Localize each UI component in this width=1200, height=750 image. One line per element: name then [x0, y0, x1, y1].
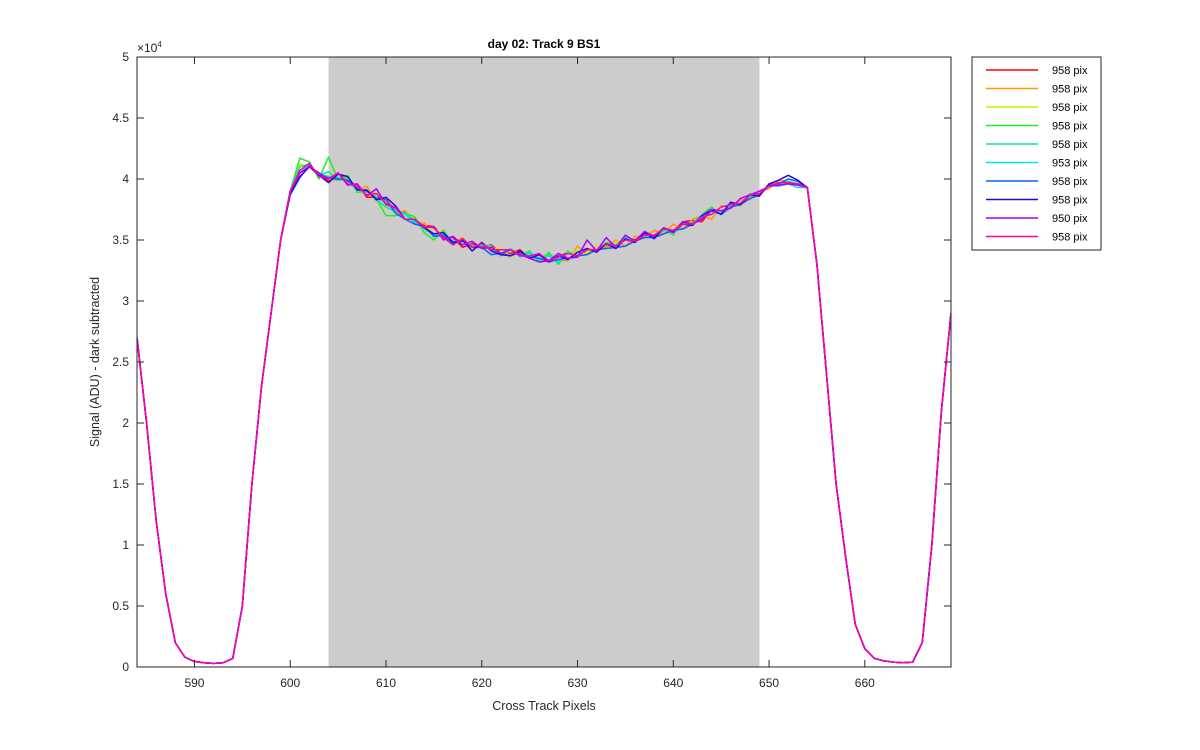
x-axis: 590 600 610 620 630 640 650 660 — [184, 57, 875, 690]
x-axis-label: Cross Track Pixels — [492, 699, 596, 713]
legend-label: 958 pix — [1052, 139, 1088, 151]
legend-label: 950 pix — [1052, 213, 1088, 225]
y-axis-exponent: ×104 — [137, 40, 162, 55]
y-tick-label: 3.5 — [112, 233, 129, 247]
y-axis: 0 0.5 1 1.5 2 2.5 3 3.5 4 4.5 5 — [112, 50, 951, 674]
y-tick-label: 0 — [122, 660, 129, 674]
x-tick-label: 620 — [472, 676, 492, 690]
chart-title: day 02: Track 9 BS1 — [488, 37, 601, 51]
legend-label: 958 pix — [1052, 195, 1088, 207]
y-tick-label: 3 — [122, 294, 129, 308]
legend-label: 953 pix — [1052, 158, 1088, 170]
y-tick-label: 4.5 — [112, 111, 129, 125]
x-tick-label: 600 — [280, 676, 300, 690]
y-axis-label: Signal (ADU) - dark subtracted — [88, 277, 102, 447]
legend-label: 958 pix — [1052, 84, 1088, 96]
x-tick-label: 640 — [663, 676, 683, 690]
y-tick-label: 4 — [122, 172, 129, 186]
plot-area — [136, 56, 952, 668]
y-tick-label: 2 — [122, 416, 129, 430]
y-tick-label: 1 — [122, 538, 129, 552]
legend-label: 958 pix — [1052, 102, 1088, 114]
x-tick-label: 650 — [759, 676, 779, 690]
legend-label: 958 pix — [1052, 176, 1088, 188]
y-tick-label: 1.5 — [112, 477, 129, 491]
x-tick-label: 610 — [376, 676, 396, 690]
x-tick-label: 590 — [184, 676, 204, 690]
series-line-10 — [137, 162, 951, 665]
x-tick-label: 660 — [855, 676, 875, 690]
y-axis-exponent-power: 4 — [157, 40, 162, 49]
y-tick-label: 5 — [122, 50, 129, 64]
legend-label: 958 pix — [1052, 121, 1088, 133]
x-tick-label: 630 — [568, 676, 588, 690]
legend-label: 958 pix — [1052, 65, 1088, 77]
legend: 958 pix 958 pix 958 pix 958 pix 958 pix 953 p… — [971, 56, 1102, 251]
y-axis-exponent-base: ×10 — [137, 41, 158, 55]
y-tick-label: 2.5 — [112, 355, 129, 369]
shaded-region — [328, 57, 760, 667]
y-tick-label: 0.5 — [112, 599, 129, 613]
legend-label: 958 pix — [1052, 232, 1088, 244]
series-lines — [137, 156, 951, 665]
